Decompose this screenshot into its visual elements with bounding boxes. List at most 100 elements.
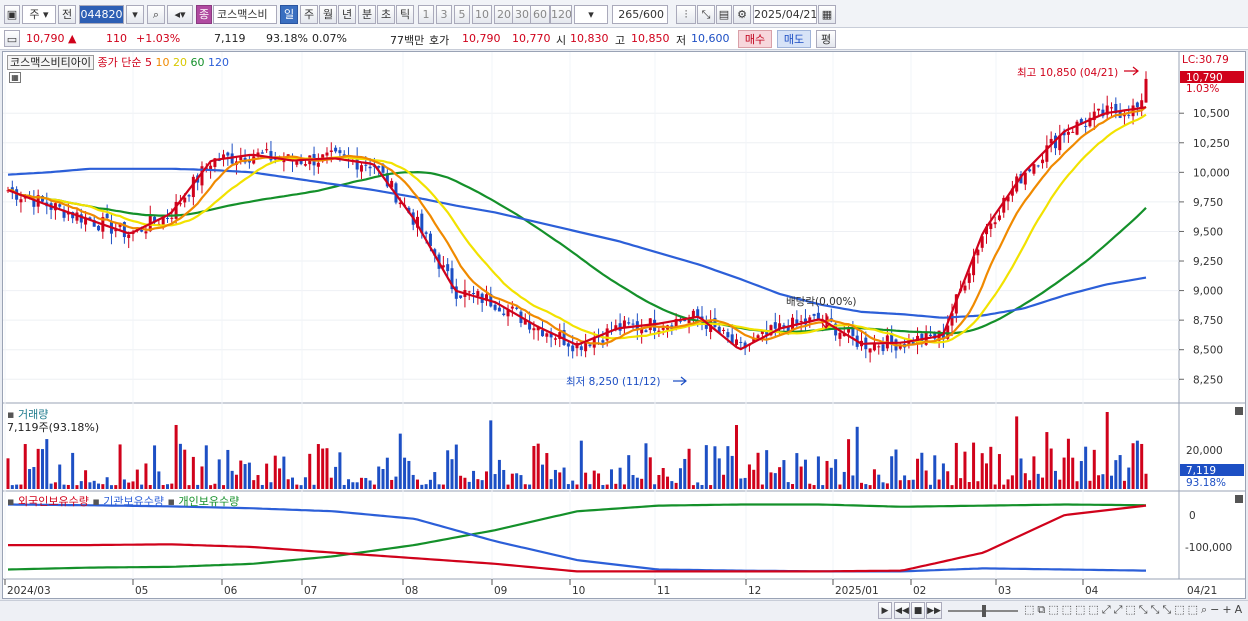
tab-year[interactable]: 년 <box>338 5 356 24</box>
volume-bar <box>597 473 601 489</box>
calendar-icon[interactable]: ▦ <box>818 5 836 24</box>
price-change: 110 <box>106 32 127 45</box>
sell-button[interactable]: 매도 <box>777 30 811 48</box>
volume-bar <box>825 460 829 489</box>
candle-body <box>778 323 782 330</box>
volume-bar <box>502 469 506 489</box>
candle-body <box>717 326 721 334</box>
volume-bar <box>756 452 760 489</box>
candle-body <box>868 348 872 353</box>
candle-body <box>92 220 96 227</box>
stop-icon[interactable]: ■ <box>911 602 925 619</box>
scroll-right-icon[interactable]: ▶ <box>878 602 892 619</box>
fast-forward-icon[interactable]: ▶▶ <box>926 602 942 619</box>
speaker-icon[interactable]: ◂▾ <box>167 5 193 24</box>
window-menu-icon[interactable]: ▣ <box>4 5 20 24</box>
rewind-icon[interactable]: ◀◀ <box>894 602 910 619</box>
chart-area[interactable]: 10,500 10,250 10,000 9,750 9,500 9,250 9,000 8,… <box>2 51 1246 599</box>
dividend-arrow-icon <box>821 313 831 329</box>
stock-name-field[interactable]: 코스맥스비 <box>213 5 277 24</box>
interval-60[interactable]: 60 <box>530 5 550 24</box>
volume-bar <box>993 484 997 489</box>
stock-label[interactable]: 코스맥스비티아이 <box>7 55 94 70</box>
candle-body <box>381 164 385 173</box>
candle-body <box>1045 145 1049 162</box>
prefix-button[interactable]: 전 <box>58 5 76 24</box>
volume-bar <box>747 464 751 489</box>
eval-button[interactable]: 평 <box>816 30 836 48</box>
candle-body <box>898 344 902 349</box>
volume-bar <box>773 473 777 489</box>
draw-icon[interactable]: ⤡ <box>697 5 715 24</box>
volume-bar <box>265 463 269 489</box>
annotation-low: 최저 8,250 (11/12) <box>566 376 661 388</box>
data-count-total: /600 <box>639 8 664 21</box>
search-icon[interactable]: ⌕ <box>147 5 165 24</box>
volume-bar <box>394 476 398 489</box>
candle-body <box>541 330 545 337</box>
volume-bar <box>920 452 924 489</box>
volume-bar <box>484 471 488 489</box>
volume-bar <box>709 485 713 489</box>
volume-bar <box>368 480 372 489</box>
tab-day[interactable]: 일 <box>280 5 298 24</box>
volume-bar <box>622 484 626 489</box>
candle-body <box>497 307 501 312</box>
volume-bar <box>303 477 307 489</box>
tab-week[interactable]: 주 <box>300 5 318 24</box>
tab-tick[interactable]: 틱 <box>396 5 414 24</box>
settings-gear-icon[interactable]: ⚙ <box>733 5 751 24</box>
volume-bar <box>127 482 131 489</box>
date-tick-label: 12 <box>748 585 761 597</box>
interval-1[interactable]: 1 <box>418 5 434 24</box>
interval-10[interactable]: 10 <box>472 5 492 24</box>
chart-tools-icon[interactable]: ⫶ <box>676 5 696 24</box>
individual-holding-line <box>7 503 1147 571</box>
table-toggle-icon[interactable]: ▦ <box>9 72 21 83</box>
candle-body <box>851 328 855 336</box>
date-field[interactable]: 2025/04/21 <box>753 5 817 24</box>
candle-body <box>428 233 432 247</box>
holding-panel-close-icon[interactable] <box>1235 495 1243 503</box>
candle-body <box>756 335 760 339</box>
holding-legend-marker-2: ▪ <box>92 495 100 508</box>
interval-30[interactable]: 30 <box>512 5 532 24</box>
tab-minute[interactable]: 분 <box>358 5 376 24</box>
data-count-field[interactable]: 265/600 <box>612 5 668 24</box>
volume-bar <box>1110 475 1114 489</box>
candle-body <box>838 332 842 339</box>
volume-bar <box>260 484 264 489</box>
volume-bar <box>239 460 243 489</box>
volume-panel-close-icon[interactable] <box>1235 407 1243 415</box>
volume-bar <box>1049 448 1053 489</box>
candle-body <box>1101 109 1105 117</box>
stock-code-input[interactable]: 044820 <box>79 5 124 24</box>
tab-month[interactable]: 월 <box>319 5 337 24</box>
buy-button[interactable]: 매수 <box>738 30 772 48</box>
save-icon[interactable]: ▤ <box>716 5 732 24</box>
candle-body <box>441 265 445 268</box>
volume-bar <box>713 446 717 489</box>
zoom-slider-handle[interactable] <box>982 605 986 617</box>
volume-bar <box>739 478 743 489</box>
price-bar-collapse-icon[interactable]: ▭ <box>4 30 20 47</box>
volume-bar <box>696 482 700 489</box>
volume-bar <box>148 485 152 489</box>
interval-3[interactable]: 3 <box>436 5 452 24</box>
interval-20[interactable]: 20 <box>494 5 514 24</box>
volume-legend: ▪ 거래량 <box>7 406 48 422</box>
candle-body <box>687 317 691 324</box>
volume-bar <box>734 425 738 489</box>
candle-body <box>506 308 510 317</box>
tab-second[interactable]: 초 <box>377 5 395 24</box>
interval-5[interactable]: 5 <box>454 5 470 24</box>
market-select[interactable]: 주 ▾ <box>22 5 56 24</box>
candle-body <box>476 291 480 297</box>
interval-custom-select[interactable]: ▾ <box>574 5 608 24</box>
price-tick-label: 9,250 <box>1193 256 1223 268</box>
candle-body <box>816 312 820 320</box>
interval-120[interactable]: 120 <box>550 5 572 24</box>
drawing-tools[interactable]: ⬚⧉⬚⬚⬚⬚⤢⤢⬚⤡⤡⤡⬚⬚⌕−+A <box>1024 603 1246 616</box>
volume-bar <box>838 484 842 489</box>
code-dropdown-icon[interactable]: ▾ <box>126 5 144 24</box>
